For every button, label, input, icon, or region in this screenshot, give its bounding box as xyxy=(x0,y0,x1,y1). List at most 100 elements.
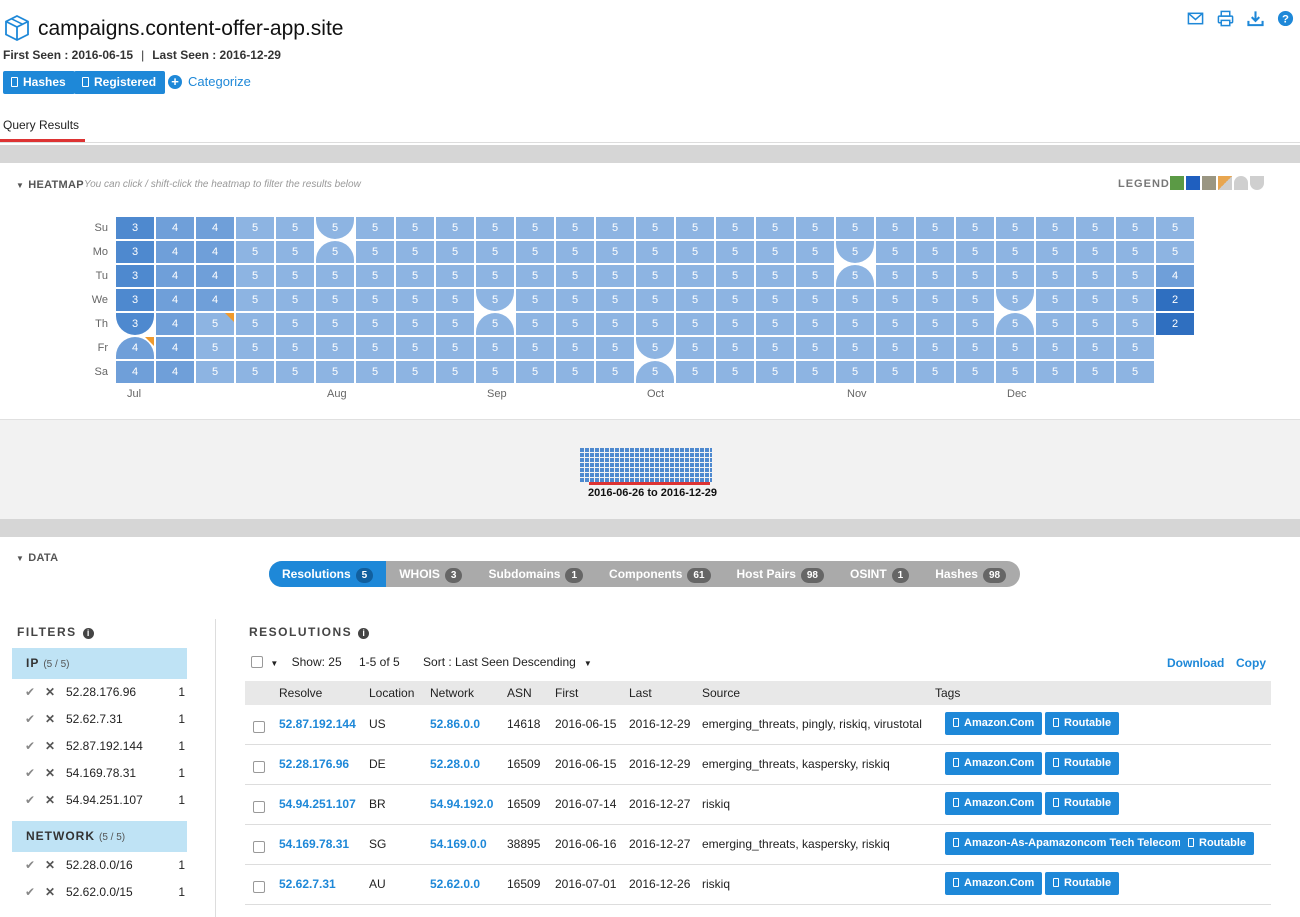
heatmap-cell[interactable]: 5 xyxy=(916,217,954,239)
filter-value[interactable]: 52.28.0.0/16 xyxy=(66,858,133,872)
heatmap-cell[interactable]: 5 xyxy=(516,241,554,263)
exclude-icon[interactable]: ✕ xyxy=(45,766,56,780)
legend-swatch-grey[interactable] xyxy=(1202,176,1216,190)
heatmap-cell[interactable]: 5 xyxy=(996,313,1034,335)
heatmap-cell[interactable]: 5 xyxy=(956,313,994,335)
heatmap-cell[interactable]: 4 xyxy=(196,265,234,287)
heatmap-cell[interactable]: 5 xyxy=(276,313,314,335)
tab-query-results[interactable]: Query Results xyxy=(3,118,80,132)
copy-link[interactable]: Copy xyxy=(1236,656,1266,670)
heatmap-cell[interactable]: 5 xyxy=(1036,217,1074,239)
legend-swatch-blue[interactable] xyxy=(1186,176,1200,190)
heatmap-cell[interactable]: 5 xyxy=(596,217,634,239)
heatmap-cell[interactable]: 5 xyxy=(316,289,354,311)
heatmap-cell[interactable]: 4 xyxy=(196,217,234,239)
heatmap-cell[interactable]: 5 xyxy=(796,265,834,287)
heatmap-cell[interactable]: 5 xyxy=(596,361,634,383)
heatmap-cell[interactable]: 5 xyxy=(1156,217,1194,239)
heatmap-cell[interactable]: 2 xyxy=(1156,289,1194,311)
heatmap-cell[interactable]: 5 xyxy=(996,241,1034,263)
heatmap-cell[interactable]: 5 xyxy=(876,361,914,383)
filter-value[interactable]: 52.62.7.31 xyxy=(66,712,123,726)
heatmap-cell[interactable]: 5 xyxy=(356,241,394,263)
column-header-source[interactable]: Source xyxy=(702,686,741,700)
data-toggle[interactable]: ▼ DATA xyxy=(16,552,59,564)
heatmap-cell[interactable]: 5 xyxy=(436,217,474,239)
heatmap-cell[interactable]: 5 xyxy=(236,337,274,359)
cell-network[interactable]: 52.86.0.0 xyxy=(430,717,481,731)
heatmap-cell[interactable]: 5 xyxy=(716,337,754,359)
tab-subdomains[interactable]: Subdomains 1 xyxy=(475,561,596,587)
column-header-tags[interactable]: Tags xyxy=(935,686,961,700)
heatmap-cell[interactable]: 5 xyxy=(636,313,674,335)
tag-button[interactable]: Routable xyxy=(1045,792,1120,815)
tag-button[interactable]: Amazon.Com xyxy=(945,792,1043,815)
heatmap-cell[interactable]: 5 xyxy=(276,361,314,383)
heatmap-cell[interactable]: 5 xyxy=(836,265,874,287)
mail-icon[interactable] xyxy=(1187,10,1204,27)
heatmap-cell[interactable]: 5 xyxy=(1116,361,1154,383)
heatmap-cell[interactable]: 5 xyxy=(396,313,434,335)
heatmap-cell[interactable]: 5 xyxy=(476,361,514,383)
check-icon[interactable]: ✔ xyxy=(25,685,36,699)
heatmap-cell[interactable]: 5 xyxy=(796,289,834,311)
heatmap-cell[interactable]: 5 xyxy=(676,217,714,239)
heatmap-cell[interactable]: 5 xyxy=(756,265,794,287)
heatmap-cell[interactable]: 5 xyxy=(636,265,674,287)
filter-group-network[interactable]: NETWORK (5 / 5) xyxy=(12,821,187,852)
heatmap-cell[interactable]: 2 xyxy=(1156,313,1194,335)
heatmap-cell[interactable]: 5 xyxy=(316,313,354,335)
heatmap-cell[interactable]: 5 xyxy=(356,289,394,311)
heatmap-cell[interactable]: 5 xyxy=(1076,313,1114,335)
heatmap-cell[interactable]: 5 xyxy=(996,289,1034,311)
legend-swatch-end[interactable] xyxy=(1250,176,1264,190)
heatmap-cell[interactable]: 5 xyxy=(1156,241,1194,263)
heatmap-cell[interactable]: 5 xyxy=(716,265,754,287)
check-icon[interactable]: ✔ xyxy=(25,858,36,872)
row-checkbox[interactable] xyxy=(253,721,265,733)
heatmap-cell[interactable]: 5 xyxy=(316,265,354,287)
heatmap-cell[interactable]: 5 xyxy=(356,313,394,335)
column-header-network[interactable]: Network xyxy=(430,686,475,700)
column-header-asn[interactable]: ASN xyxy=(507,686,532,700)
filter-value[interactable]: 52.28.176.96 xyxy=(66,685,137,699)
cell-resolve[interactable]: 54.169.78.31 xyxy=(279,837,350,851)
heatmap-cell[interactable]: 5 xyxy=(276,217,314,239)
row-checkbox[interactable] xyxy=(253,881,265,893)
tag-button[interactable]: Routable xyxy=(1045,712,1120,735)
heatmap-cell[interactable]: 5 xyxy=(396,241,434,263)
check-icon[interactable]: ✔ xyxy=(25,885,36,899)
tab-osint[interactable]: OSINT 1 xyxy=(837,561,922,587)
heatmap-cell[interactable]: 5 xyxy=(1116,289,1154,311)
heatmap-cell[interactable]: 5 xyxy=(676,265,714,287)
heatmap-cell[interactable]: 5 xyxy=(236,289,274,311)
heatmap-cell[interactable]: 5 xyxy=(236,361,274,383)
heatmap-cell[interactable]: 5 xyxy=(596,289,634,311)
heatmap-cell[interactable]: 5 xyxy=(956,265,994,287)
heatmap-cell[interactable]: 5 xyxy=(796,361,834,383)
column-header-resolve[interactable]: Resolve xyxy=(279,686,323,700)
heatmap-cell[interactable]: 5 xyxy=(756,361,794,383)
check-icon[interactable]: ✔ xyxy=(25,793,36,807)
heatmap-cell[interactable]: 5 xyxy=(796,313,834,335)
heatmap-cell[interactable]: 5 xyxy=(476,337,514,359)
tab-components[interactable]: Components 61 xyxy=(596,561,723,587)
info-icon[interactable]: i xyxy=(358,628,370,639)
column-header-last[interactable]: Last xyxy=(629,686,652,700)
legend-swatch-green[interactable] xyxy=(1170,176,1184,190)
exclude-icon[interactable]: ✕ xyxy=(45,712,56,726)
heatmap-cell[interactable]: 5 xyxy=(436,337,474,359)
heatmap-cell[interactable]: 5 xyxy=(396,337,434,359)
tag-button[interactable]: Routable xyxy=(1045,872,1120,895)
heatmap-cell[interactable]: 5 xyxy=(556,241,594,263)
heatmap-cell[interactable]: 5 xyxy=(996,265,1034,287)
heatmap-cell[interactable]: 5 xyxy=(676,361,714,383)
page-size-selector[interactable]: Show: 25 xyxy=(291,655,342,669)
heatmap-cell[interactable]: 5 xyxy=(876,337,914,359)
heatmap-cell[interactable]: 5 xyxy=(436,313,474,335)
hashes-button[interactable]: Hashes xyxy=(3,71,75,94)
info-icon[interactable]: i xyxy=(82,628,94,639)
heatmap-cell[interactable]: 5 xyxy=(516,265,554,287)
heatmap-cell[interactable]: 4 xyxy=(156,337,194,359)
heatmap-cell[interactable]: 5 xyxy=(716,361,754,383)
